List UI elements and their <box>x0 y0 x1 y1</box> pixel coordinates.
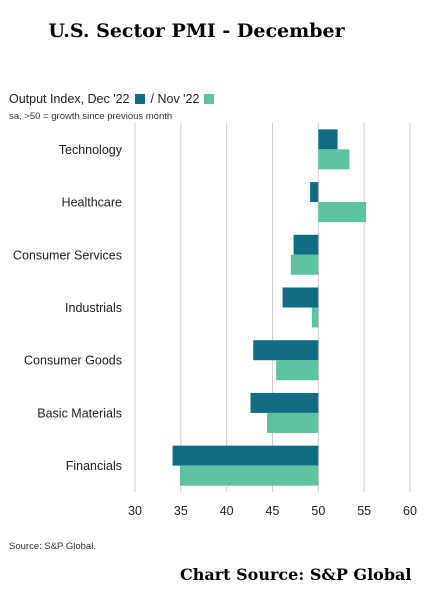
legend-dec-swatch <box>134 94 145 104</box>
bar-dec <box>172 445 319 466</box>
x-tick-label: 60 <box>403 504 417 518</box>
bar-nov <box>276 360 319 381</box>
bar-nov <box>318 149 350 170</box>
category-label: Financials <box>66 459 122 473</box>
source-note: Source: S&P Global. <box>9 541 96 552</box>
bar-nov <box>179 465 319 486</box>
bar-nov <box>290 254 319 275</box>
bar-dec <box>318 129 338 150</box>
bar-dec <box>250 392 319 413</box>
legend-nov-swatch <box>204 94 215 104</box>
category-labels: Technology Healthcare Consumer Services Ind… <box>13 143 123 473</box>
x-tick-label: 35 <box>174 504 188 518</box>
bar-dec <box>282 287 319 308</box>
category-label: Basic Materials <box>37 406 122 420</box>
legend-note: sa, >50 = growth since previous month <box>9 111 173 122</box>
category-label: Industrials <box>65 301 122 315</box>
x-tick-label: 55 <box>357 504 371 518</box>
x-tick-label: 45 <box>266 504 280 518</box>
bars <box>172 129 366 486</box>
chart-source-credit: Chart Source: S&P Global <box>180 565 412 584</box>
bar-dec <box>253 340 319 361</box>
bar-dec <box>293 234 319 255</box>
bar-nov <box>267 412 319 433</box>
grid-lines <box>134 123 411 492</box>
legend: Output Index, Dec '22 / Nov '22 <box>9 92 220 106</box>
category-label: Technology <box>59 143 123 157</box>
legend-dec-label: Output Index, Dec '22 <box>9 92 130 106</box>
bar-nov <box>311 307 319 328</box>
bar-nov <box>318 202 366 223</box>
category-label: Consumer Goods <box>24 354 122 368</box>
category-label: Consumer Services <box>13 248 122 262</box>
bar-dec <box>310 182 319 203</box>
chart-title: U.S. Sector PMI - December <box>48 20 345 42</box>
x-axis-tick-labels: 30 35 40 45 50 55 60 <box>128 504 417 518</box>
x-tick-label: 40 <box>220 504 234 518</box>
category-label: Healthcare <box>62 196 122 210</box>
x-tick-label: 30 <box>128 504 142 518</box>
x-tick-label: 50 <box>311 504 325 518</box>
legend-nov-label: / Nov '22 <box>150 92 200 106</box>
